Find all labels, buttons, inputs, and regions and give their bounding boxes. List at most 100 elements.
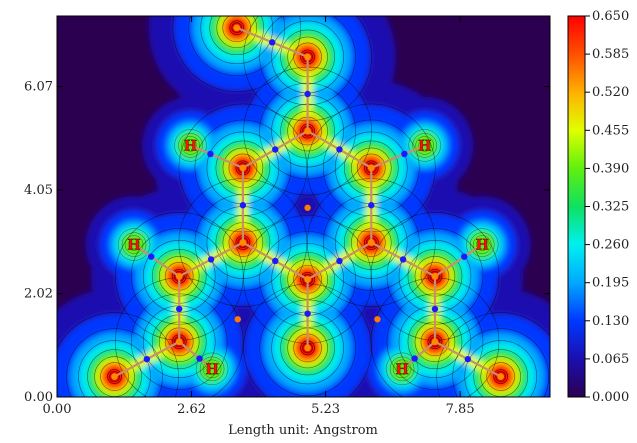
atom-nucleus: [239, 164, 247, 172]
x-tick-label: 7.85: [446, 402, 475, 417]
atom-nucleus: [431, 338, 439, 346]
x-tick-label: 0.00: [43, 402, 72, 417]
bond-critical-point: [368, 202, 375, 209]
colorbar-tick-label: 0.650: [592, 9, 629, 24]
colorbar: 0.650 0.585 0.520 0.455 0.390 0.325 0.260 0.195…: [567, 9, 629, 405]
hydrogen-label: H: [184, 138, 197, 154]
bond-critical-point: [304, 90, 311, 98]
contour-ring-h: [395, 362, 409, 376]
atom-nucleus: [497, 373, 505, 380]
colorbar-tick-label: 0.390: [592, 161, 629, 176]
y-axis: 0.00 2.02 4.05 6.07: [24, 80, 550, 405]
contour-ring: [209, 16, 265, 56]
ring-critical-point: [374, 316, 381, 323]
bond-critical-point: [336, 146, 343, 153]
hydrogen-label: H: [127, 238, 140, 254]
contour-ring-h: [205, 362, 219, 376]
contour-ring: [452, 328, 549, 397]
contour-ring: [100, 362, 129, 391]
bond-path: [178, 340, 213, 370]
x-axis-label: Length unit: Angstrom: [228, 423, 378, 438]
colorbar-gradient: [567, 15, 586, 398]
density-blob-h: [178, 133, 203, 158]
atom-nucleus: [367, 239, 375, 246]
contour-ring-h: [475, 238, 489, 251]
bond-critical-point: [148, 253, 155, 260]
x-tick-label: 5.23: [311, 402, 340, 417]
contour-ring: [66, 328, 163, 397]
density-blob-h: [412, 133, 437, 158]
colorbar-tick-label: 0.325: [592, 200, 629, 215]
contour-ring-h: [117, 228, 151, 261]
core-ring: [109, 371, 120, 382]
hydrogen-label: H: [418, 138, 431, 154]
contour-ring-h: [202, 359, 222, 379]
contour-ring-h: [199, 356, 225, 382]
bond-critical-point: [268, 39, 276, 46]
contour-ring: [78, 340, 151, 397]
contour-ring-h: [195, 352, 229, 386]
contour-ring-h: [469, 232, 495, 257]
bond-critical-point: [411, 355, 418, 362]
bond-critical-point: [207, 150, 214, 158]
ring-critical-point: [234, 316, 241, 323]
atom-nucleus: [304, 127, 312, 135]
bond-path: [190, 144, 244, 169]
contour-ring: [172, 16, 302, 93]
colorbar-tick-label: 0.065: [592, 352, 629, 367]
core-ring: [229, 20, 245, 36]
bond-path: [133, 243, 180, 278]
colorbar-tick-label: 0.130: [592, 314, 629, 329]
contour-ring-h: [392, 359, 412, 379]
atom-nucleus: [304, 344, 312, 352]
bond-critical-point: [176, 305, 183, 313]
critical-points: [143, 39, 472, 363]
contour-ring: [436, 312, 550, 397]
bond-critical-point: [272, 257, 279, 265]
y-tick-label: 0.00: [24, 390, 53, 405]
bond-critical-point: [401, 150, 408, 158]
plot-area: H H H H H H: [57, 16, 550, 397]
contour-ring: [486, 362, 516, 391]
colorbar-tick-label: 0.195: [592, 276, 629, 291]
atom-nucleus: [233, 24, 241, 32]
contour-ring-h: [121, 232, 147, 257]
contour-ring: [216, 16, 258, 49]
atom-markers: H H H H H H: [111, 24, 505, 380]
contour-ring-h: [174, 129, 207, 162]
atom-nucleus: [431, 272, 439, 280]
atom-nucleus: [304, 275, 312, 283]
colorbar-tick-label: 0.000: [592, 390, 629, 405]
bond-critical-point: [196, 355, 203, 362]
contour-ring-h: [472, 235, 492, 254]
contour-ring-h: [389, 356, 415, 382]
contour-ring-h: [127, 238, 141, 251]
contour-ring-h: [408, 129, 441, 162]
atom-nucleus: [175, 272, 183, 280]
contour-ring: [473, 349, 528, 397]
atom-nucleus: [239, 239, 247, 246]
bond-critical-point: [207, 256, 215, 263]
contour-ring: [188, 16, 286, 77]
contour-ring: [464, 340, 537, 397]
y-tick-label: 2.02: [24, 287, 53, 302]
x-tick-label: 2.62: [177, 402, 206, 417]
contour-ring-h: [181, 136, 200, 155]
bond-path: [401, 340, 436, 370]
atom-nucleus: [367, 164, 375, 172]
core-ring: [493, 369, 509, 384]
atom-nucleus: [175, 338, 183, 346]
contour-ring-h: [465, 228, 499, 261]
contour-ring-h: [385, 352, 419, 386]
contour-ring-h: [415, 136, 434, 155]
hydrogen-label: H: [395, 362, 408, 378]
colorbar-tick-label: 0.520: [592, 85, 629, 100]
ring-critical-point: [304, 204, 311, 211]
hydrogen-label: H: [476, 238, 489, 254]
atom-nucleus: [304, 53, 312, 61]
contour-ring-h: [418, 139, 431, 152]
core-ring: [107, 369, 122, 384]
core-ring: [231, 22, 243, 34]
